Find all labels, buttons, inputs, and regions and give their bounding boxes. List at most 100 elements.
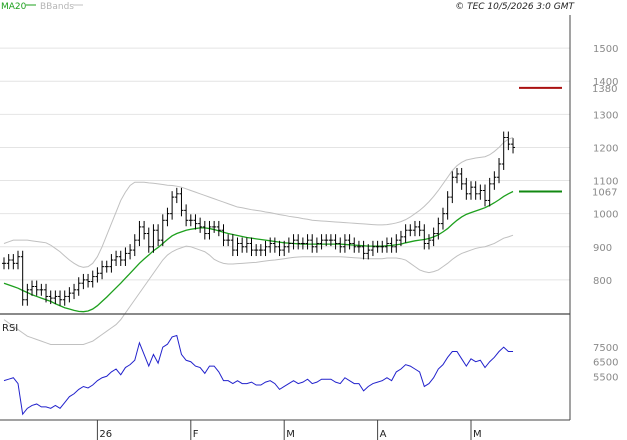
price-bar: [366, 244, 371, 260]
x-tick-label: 26: [99, 429, 112, 440]
support-level-label: 1067: [592, 187, 617, 198]
price-bar: [160, 214, 165, 247]
price-bar: [506, 131, 511, 151]
price-bars: [2, 131, 516, 306]
bb-upper-line: [3, 137, 514, 268]
price-bar: [356, 240, 361, 253]
ma20-line: [3, 190, 514, 313]
price-bar: [179, 187, 184, 217]
price-bar: [30, 280, 35, 296]
price-bar: [403, 224, 408, 243]
price-tick-label: 1500: [593, 44, 618, 55]
x-tick-label: M: [286, 429, 295, 440]
price-bar: [469, 181, 473, 200]
price-bar: [511, 138, 516, 154]
price-bar: [20, 250, 25, 306]
price-bar: [86, 273, 91, 288]
price-bar: [58, 290, 63, 306]
price-bar: [165, 207, 170, 227]
x-tick-label: M: [473, 429, 482, 440]
price-bar: [436, 217, 441, 240]
price-bar: [235, 237, 240, 257]
price-bar: [221, 224, 226, 247]
resistance-level-label: 1380: [592, 84, 617, 95]
price-bar: [114, 250, 119, 266]
price-bar: [249, 237, 254, 257]
price-bar: [450, 171, 455, 204]
price-tick-label: 800: [593, 276, 612, 287]
price-bar: [16, 250, 21, 270]
price-bar: [95, 267, 100, 283]
price-bar: [440, 207, 445, 230]
price-bar: [352, 237, 357, 253]
legend: MA20 BBands: [1, 2, 83, 12]
price-bar: [501, 131, 506, 170]
price-bar: [300, 237, 305, 250]
price-bar: [473, 181, 478, 200]
price-bar: [216, 220, 221, 237]
price-bar: [11, 254, 16, 270]
price-bar: [62, 290, 67, 306]
price-bar: [431, 227, 436, 247]
price-bar: [319, 234, 324, 250]
x-tick-label: F: [193, 429, 199, 440]
price-bar: [347, 234, 352, 250]
price-tick-label: 900: [593, 243, 612, 254]
price-bar: [296, 234, 301, 250]
price-bar: [487, 177, 492, 207]
price-bar: [272, 237, 277, 253]
price-bar: [67, 287, 72, 303]
price-bar: [104, 260, 109, 273]
price-bar: [244, 237, 249, 253]
price-bar: [328, 234, 333, 247]
price-bar: [226, 234, 231, 247]
price-bar: [310, 234, 315, 253]
price-bar: [445, 191, 450, 220]
price-bar: [202, 220, 207, 240]
price-bar: [380, 240, 385, 253]
price-bar: [254, 244, 259, 257]
price-bar: [207, 220, 212, 240]
price-tick-label: 1300: [593, 110, 618, 121]
price-bar: [478, 184, 483, 200]
price-bar: [375, 240, 380, 253]
price-bar: [44, 283, 49, 303]
bb-lower-line: [3, 234, 514, 345]
price-tick-label: 1000: [593, 210, 618, 221]
price-bar: [314, 237, 319, 253]
price-tick-label: 1200: [593, 143, 618, 154]
price-bar: [408, 224, 413, 237]
rsi-panel: [3, 334, 514, 416]
price-bar: [2, 257, 6, 270]
price-bar: [198, 217, 203, 233]
price-bar: [25, 283, 30, 306]
axes: 800 900 1000 1100 1200 1300 1400 1500 26 F M A M 5500…: [99, 44, 618, 440]
chart-frame: [0, 15, 571, 440]
price-bar: [282, 240, 287, 257]
price-bar: [370, 240, 375, 257]
rsi-tick-label: 5500: [593, 372, 618, 383]
rsi-tick-label: 7500: [593, 343, 618, 354]
price-bar: [497, 158, 502, 184]
price-bar: [361, 240, 366, 260]
price-bar: [384, 237, 389, 253]
price-bar: [146, 227, 151, 253]
price-tick-label: 1400: [593, 77, 618, 88]
rsi-tick-label: 6500: [593, 358, 618, 369]
copyright-text: © TEC 10/5/2026 3:0 GMT: [455, 2, 575, 12]
rsi-line: [3, 334, 514, 416]
price-bar: [417, 220, 422, 237]
price-bar: [389, 237, 394, 253]
price-bar: [459, 167, 464, 190]
price-bar: [34, 280, 39, 296]
price-bar: [240, 237, 245, 253]
price-bar: [174, 187, 179, 204]
price-bar: [109, 254, 114, 273]
price-bar: [90, 270, 95, 288]
price-bar: [324, 234, 329, 247]
price-grid: [0, 47, 570, 281]
price-bar: [342, 234, 347, 253]
price-bar: [81, 273, 86, 290]
price-bar: [48, 290, 53, 305]
